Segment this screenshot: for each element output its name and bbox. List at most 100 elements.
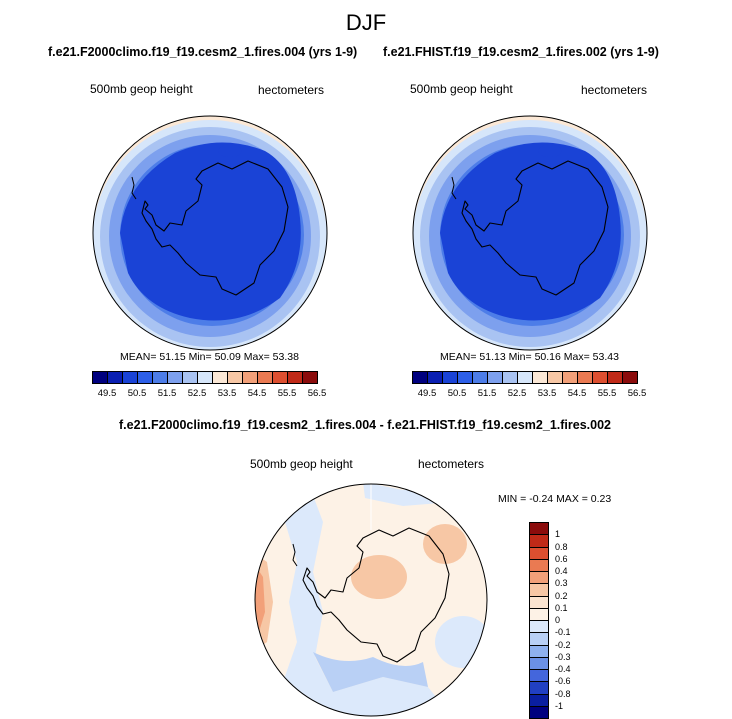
panel-1-colorbar-tick: 52.5 [187, 388, 207, 399]
panel-1-min-value: 50.09 [214, 351, 241, 363]
panel-2-stats: MEAN= 51.13 Min= 50.16 Max= 53.43 [440, 351, 619, 363]
panel-2-colorbar-swatch [502, 371, 518, 384]
panel-1-colorbar-swatch [242, 371, 258, 384]
difference-colorbar-tick: -0.8 [555, 688, 571, 699]
difference-colorbar-tick: 0.8 [555, 541, 568, 552]
panel-2-colorbar-tick: 56.5 [627, 388, 647, 399]
panel-2-colorbar-tick: 50.5 [447, 388, 467, 399]
difference-colorbar-tick: -0.1 [555, 627, 571, 638]
panel-2-colorbar-swatch [607, 371, 623, 384]
panel-1-colorbar-swatch [122, 371, 138, 384]
panel-2-units: hectometers [581, 83, 648, 97]
panel-1-colorbar-swatch [167, 371, 183, 384]
panel-2-max-label: Max= [563, 351, 590, 363]
panel-2-colorbar-tick: 51.5 [477, 388, 497, 399]
difference-colorbar-tick: 0.6 [555, 553, 568, 564]
difference-colorbar-tick: -1 [555, 700, 564, 711]
panel-2-colorbar-swatch [517, 371, 533, 384]
panel-2-colorbar-swatch [622, 371, 638, 384]
panel-2-variable: 500mb geop height [410, 82, 513, 96]
difference-colorbar-tick: 0.4 [555, 566, 568, 576]
panel-1-colorbar-swatch [137, 371, 153, 384]
panel-1-colorbar-swatch [257, 371, 273, 384]
difference-colorbar-tick: 0.3 [555, 578, 568, 589]
panel-1-colorbar-swatch [197, 371, 213, 384]
panel-2-colorbar-swatch [442, 371, 458, 384]
panel-2-colorbar-swatch [592, 371, 608, 384]
panel-2-min-label: Min= [508, 351, 532, 363]
panel-1-title: f.e21.F2000climo.f19_f19.cesm2_1.fires.0… [48, 45, 358, 59]
panel-2-colorbar-swatch [532, 371, 548, 384]
difference-range: MIN = -0.24 MAX = 0.23 [498, 493, 612, 505]
difference-title: f.e21.F2000climo.f19_f19.cesm2_1.fires.0… [119, 418, 611, 432]
panel-1-colorbar-tick: 54.5 [247, 388, 267, 399]
difference-colorbar-swatch [529, 546, 549, 560]
difference-colorbar-swatch [529, 620, 549, 634]
panel-1-colorbar-swatch [107, 371, 123, 384]
panel-1-polar-map [92, 115, 328, 351]
difference-colorbar-tick: -0.6 [555, 676, 571, 687]
panel-1-colorbar-swatch [152, 371, 168, 384]
panel-2-colorbar-tick: 54.5 [567, 388, 587, 399]
panel-1-colorbar-tick: 56.5 [307, 388, 327, 399]
panel-1-colorbar-swatch [182, 371, 198, 384]
panel-2-colorbar-swatch [472, 371, 488, 384]
panel-1-colorbar-tick: 49.5 [97, 388, 117, 399]
panel-1-max-label: Max= [243, 351, 270, 363]
panel-2-colorbar-swatch [487, 371, 503, 384]
difference-colorbar-swatch [529, 558, 549, 572]
panel-2-colorbar-swatch [427, 371, 443, 384]
difference-colorbar-swatch [529, 571, 549, 585]
panel-2-colorbar-tick: 53.5 [537, 388, 557, 399]
difference-colorbar-swatch [529, 681, 549, 695]
panel-1-mean-label: MEAN= [120, 351, 157, 363]
difference-colorbar-tick: -0.2 [555, 639, 571, 650]
panel-1-mean-value: 51.15 [159, 351, 186, 363]
panel-1-colorbar-swatch [287, 371, 303, 384]
difference-colorbar-tick: 0.1 [555, 602, 568, 613]
panel-1-colorbar-tick: 53.5 [217, 388, 237, 399]
difference-colorbar-swatch [529, 656, 549, 670]
panel-2-colorbar-tick: 49.5 [417, 388, 437, 399]
panel-1-colorbar-swatch [212, 371, 228, 384]
panel-1-colorbar-swatch [227, 371, 243, 384]
panel-1-stats: MEAN= 51.15 Min= 50.09 Max= 53.38 [120, 351, 299, 363]
difference-colorbar-swatch [529, 644, 549, 658]
panel-1-variable: 500mb geop height [90, 82, 193, 96]
difference-colorbar-swatch [529, 632, 549, 646]
panel-1-max-value: 53.38 [272, 351, 299, 363]
panel-2-max-value: 53.43 [592, 351, 619, 363]
panel-1-units: hectometers [258, 83, 325, 97]
panel-2-mean-value: 51.13 [479, 351, 506, 363]
difference-colorbar: 1 0.8 0.6 0.4 0.3 0.2 0.1 0 -0.1 -0.2 -0.3 -0.4 -0.6… [529, 522, 599, 719]
difference-units: hectometers [418, 457, 485, 471]
panel-1-colorbar-tick: 55.5 [277, 388, 297, 399]
panel-1-colorbar-swatch [302, 371, 318, 384]
difference-colorbar-swatch [529, 705, 549, 719]
difference-colorbar-swatch [529, 583, 549, 597]
panel-2-colorbar-swatch [412, 371, 428, 384]
panel-2-mean-label: MEAN= [440, 351, 477, 363]
difference-polar-map [254, 483, 488, 717]
panel-1-colorbar-swatch [92, 371, 108, 384]
panel-2-polar-map [412, 115, 648, 351]
panel-1-min-label: Min= [188, 351, 212, 363]
difference-colorbar-swatch [529, 693, 549, 707]
difference-colorbar-swatch [529, 607, 549, 621]
panel-1-colorbar: 49.5 50.5 51.5 52.5 53.5 54.5 55.5 56.5 [92, 371, 326, 403]
difference-colorbar-tick: 0.2 [555, 590, 568, 601]
difference-colorbar-tick: -0.4 [555, 664, 571, 674]
season-title: DJF [345, 10, 387, 35]
difference-variable: 500mb geop height [250, 457, 353, 471]
difference-colorbar-swatch [529, 669, 549, 683]
difference-colorbar-tick: -0.3 [555, 651, 571, 662]
panel-1-colorbar-tick: 50.5 [127, 388, 147, 399]
difference-colorbar-swatch [529, 534, 549, 548]
panel-2-colorbar-tick: 52.5 [507, 388, 527, 399]
panel-2-colorbar-swatch [547, 371, 563, 384]
difference-colorbar-swatch [529, 522, 549, 536]
difference-colorbar-swatch [529, 595, 549, 609]
panel-2-colorbar-swatch [562, 371, 578, 384]
panel-1-colorbar-swatch [272, 371, 288, 384]
difference-colorbar-tick: 1 [555, 529, 561, 540]
